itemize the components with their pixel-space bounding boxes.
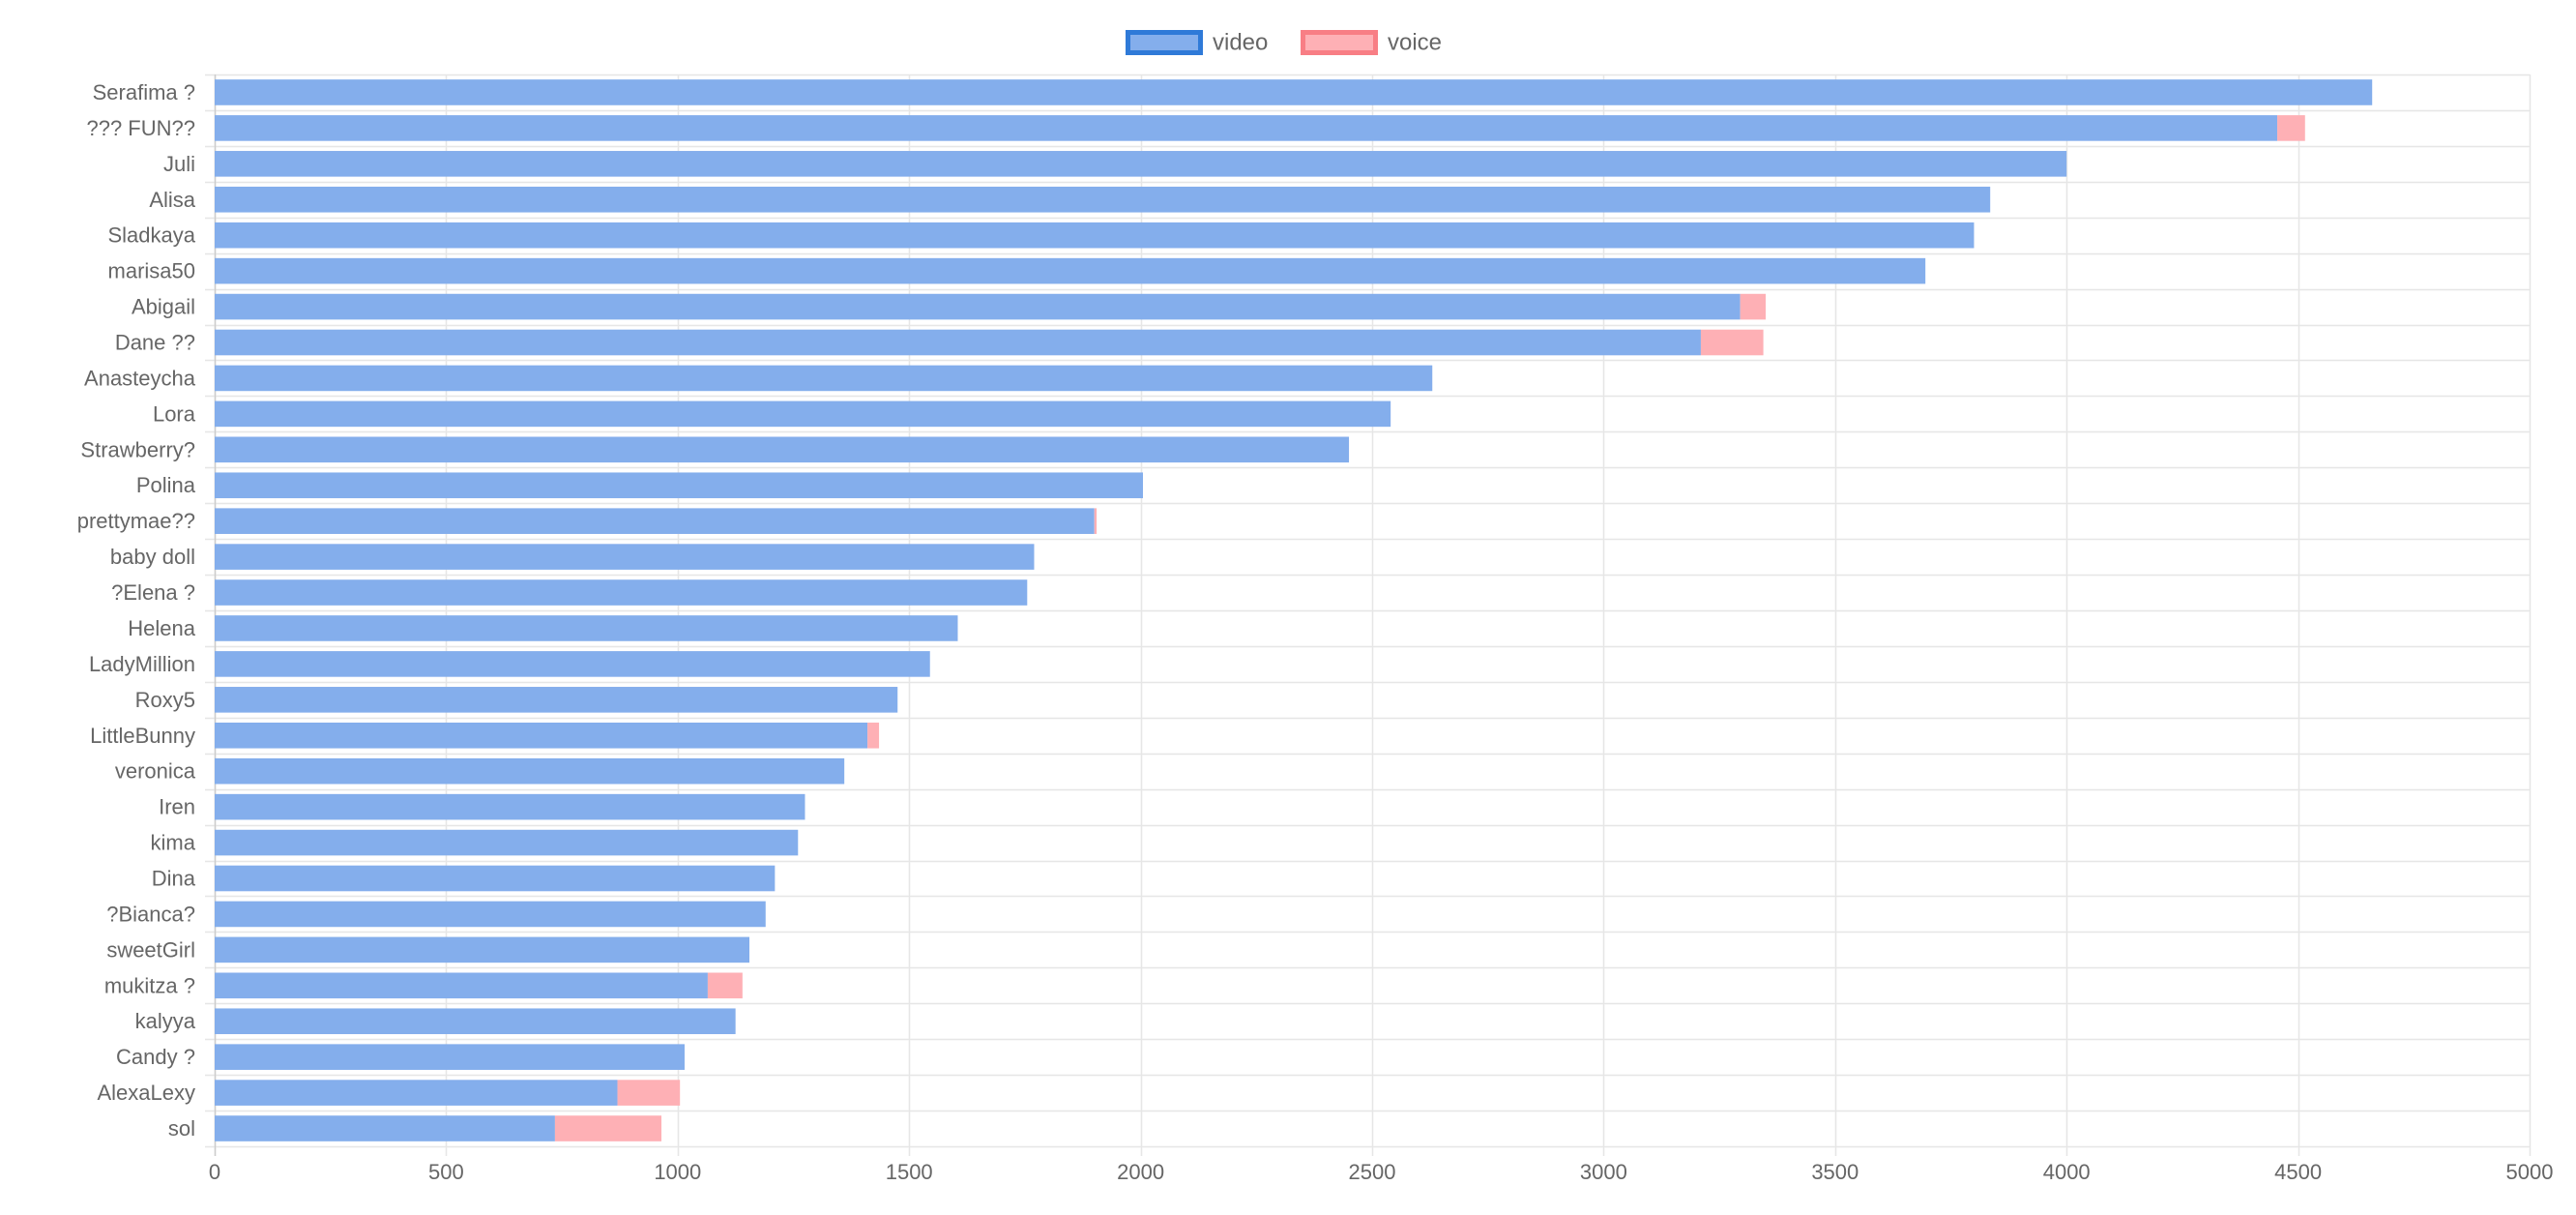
bar-video — [215, 1080, 618, 1106]
bar-video — [215, 829, 799, 856]
legend-label-video[interactable]: video — [1213, 30, 1268, 56]
category-label: kalyya — [135, 1009, 196, 1033]
bar-voice — [554, 1115, 662, 1141]
bar-video — [215, 579, 1028, 606]
x-tick-label: 2500 — [1349, 1160, 1396, 1184]
bar-video — [215, 687, 898, 713]
category-label: Iren — [159, 795, 195, 819]
category-label: veronica — [115, 759, 196, 784]
category-label: Helena — [128, 616, 195, 640]
bar-video — [215, 651, 930, 677]
category-label: Roxy5 — [135, 688, 195, 712]
category-label: Dina — [152, 867, 196, 891]
bar-video — [215, 1115, 555, 1141]
category-label: ??? FUN?? — [86, 116, 195, 140]
x-tick-label: 0 — [209, 1160, 220, 1184]
category-label: Lora — [153, 401, 196, 426]
x-tick-label: 5000 — [2506, 1160, 2554, 1184]
x-tick-label: 500 — [428, 1160, 464, 1184]
bar-video — [215, 936, 750, 963]
bar-video — [215, 472, 1143, 499]
bar-voice — [1700, 329, 1764, 356]
bar-video — [215, 1044, 685, 1070]
x-tick-label: 3500 — [1811, 1160, 1859, 1184]
category-label: Polina — [136, 473, 196, 497]
category-label: sol — [168, 1116, 195, 1141]
category-label: kima — [151, 831, 196, 855]
category-label: Anasteycha — [84, 366, 196, 390]
legend: video voice — [1126, 30, 1442, 56]
bar-video — [215, 115, 2278, 141]
category-labels: Serafima ? ??? FUN?? Juli Alisa Sladkaya mari… — [77, 80, 196, 1141]
bar-video — [215, 615, 958, 641]
bar-voice — [867, 722, 880, 749]
bars — [215, 79, 2373, 1141]
category-label: Sladkaya — [107, 223, 195, 248]
x-tick-label: 4000 — [2043, 1160, 2091, 1184]
x-axis-ticks: 0 500 1000 1500 2000 2500 3000 3500 4000 4500 5000 — [209, 1160, 2554, 1184]
bar-video — [215, 722, 868, 749]
bar-voice — [2277, 115, 2305, 141]
bar-video — [215, 186, 1991, 213]
category-label: mukitza ? — [104, 973, 195, 997]
bar-video — [215, 151, 2067, 177]
category-label: ?Elena ? — [111, 580, 195, 605]
category-label: AlexaLexy — [97, 1081, 195, 1105]
bar-video — [215, 400, 1391, 428]
bar-voice — [1094, 508, 1098, 534]
category-label: Candy ? — [116, 1045, 195, 1069]
bar-video — [215, 293, 1741, 320]
grid-lines — [205, 74, 2532, 1156]
category-label: LittleBunny — [90, 724, 195, 748]
bar-video — [215, 757, 845, 785]
bar-video — [215, 901, 766, 928]
category-label: Abigail — [132, 295, 195, 319]
category-label: sweetGirl — [106, 937, 195, 962]
bar-video — [215, 436, 1350, 463]
category-label: Alisa — [149, 188, 195, 212]
bar-video — [215, 1008, 736, 1035]
category-label: marisa50 — [108, 259, 195, 283]
category-label: LadyMillion — [89, 652, 195, 676]
x-tick-label: 2000 — [1117, 1160, 1164, 1184]
category-label: Juli — [163, 152, 195, 176]
category-label: Serafima ? — [93, 80, 195, 104]
legend-label-voice[interactable]: voice — [1388, 30, 1442, 56]
category-label: Dane ?? — [115, 331, 195, 355]
bar-video — [215, 257, 1926, 284]
bar-video — [215, 544, 1035, 570]
legend-swatch-video[interactable] — [1126, 30, 1203, 55]
x-tick-label: 3000 — [1580, 1160, 1627, 1184]
category-label: baby doll — [110, 545, 195, 569]
bar-video — [215, 222, 1975, 249]
bar-video — [215, 329, 1701, 356]
bar-video — [215, 972, 708, 999]
bar-video — [215, 79, 2373, 105]
bar-video — [215, 793, 805, 820]
bar-video — [215, 508, 1095, 534]
bar-voice — [1740, 293, 1766, 320]
bar-video — [215, 365, 1433, 392]
category-label: ?Bianca? — [106, 902, 195, 926]
bar-video — [215, 865, 776, 892]
x-tick-label: 1500 — [886, 1160, 933, 1184]
bar-voice — [707, 972, 743, 999]
x-tick-label: 4500 — [2274, 1160, 2322, 1184]
x-tick-label: 1000 — [654, 1160, 701, 1184]
category-label: Strawberry? — [80, 437, 195, 461]
legend-swatch-voice[interactable] — [1301, 30, 1378, 55]
category-label: prettymae?? — [77, 509, 195, 533]
bar-voice — [617, 1080, 681, 1106]
